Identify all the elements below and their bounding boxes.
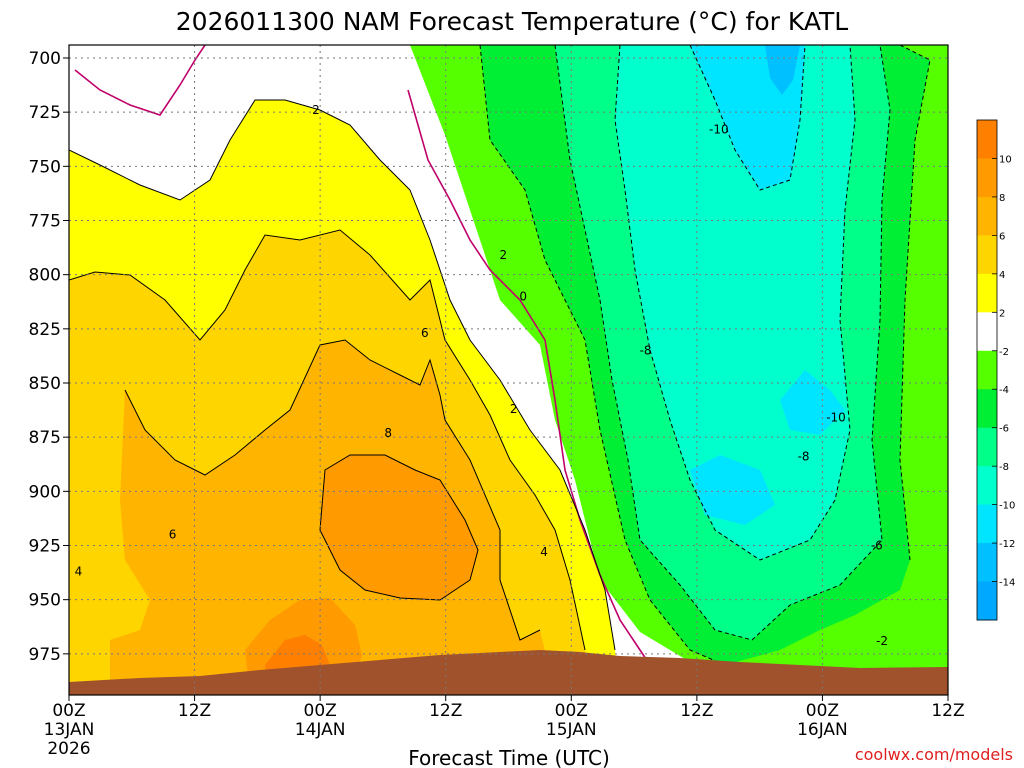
contour-label: -8: [640, 344, 652, 358]
colorbar-label: 4: [999, 270, 1005, 281]
contour-label: 6: [421, 326, 429, 340]
colorbar-label: 8: [999, 193, 1005, 204]
colorbar-label: -14: [999, 578, 1015, 589]
contour-line-8: [319, 454, 479, 601]
y-tick-label: 950: [29, 591, 61, 611]
contour-label: 2: [510, 402, 518, 416]
contour-dashed-minus6: [554, 45, 891, 641]
y-tick-label: 775: [29, 212, 61, 232]
contour-line-4: [69, 229, 586, 651]
y-tick-label: 900: [29, 482, 61, 502]
x-tick-label: 12Z: [429, 701, 462, 721]
colorbar-label: -2: [999, 347, 1009, 358]
terrain-ground: [69, 650, 948, 695]
contour-line-yellow: [69, 99, 616, 651]
x-tick-date: 14JAN: [295, 720, 346, 740]
region-minus8: [615, 45, 855, 560]
colorbar-label: -12: [999, 539, 1015, 550]
y-tick-label: 725: [29, 103, 61, 123]
colorbar-swatch: [977, 273, 997, 313]
y-tick-label: 800: [29, 266, 61, 286]
colorbar-label: -4: [999, 385, 1009, 396]
grid-lines: [69, 45, 948, 695]
colorbar-label: -8: [999, 462, 1009, 473]
colorbar-swatch: [977, 350, 997, 390]
x-tick-date: 16JAN: [797, 720, 848, 740]
x-tick-label: 00Z: [555, 701, 588, 721]
contour-label: 2: [499, 248, 507, 262]
x-tick-label: 00Z: [304, 701, 337, 721]
chart-title: 2026011300 NAM Forecast Temperature (°C)…: [176, 7, 848, 36]
y-tick-label: 925: [29, 537, 61, 557]
contour-label: -2: [876, 634, 888, 648]
colorbar-swatch: [977, 504, 997, 544]
y-tick-label: 975: [29, 645, 61, 665]
x-tick-label: 12Z: [178, 701, 211, 721]
contour-dashed-minus4: [479, 45, 931, 666]
contour-label: 6: [169, 528, 177, 542]
contour-zero-line: [74, 45, 651, 666]
contour-dashed-minus8: [614, 45, 856, 561]
contour-label: 0: [519, 289, 527, 303]
contour-label: 4: [75, 565, 83, 579]
colorbar-frame: [976, 119, 998, 621]
x-tick-label: 12Z: [680, 701, 713, 721]
colorbar-label: 10: [999, 154, 1012, 165]
contour-line-6: [124, 339, 541, 641]
x-tick-date: 13JAN: [44, 720, 95, 740]
colorbar-swatch: [977, 312, 997, 352]
contour-label: -8: [798, 450, 810, 464]
region-minus12: [765, 45, 800, 95]
contour-label: 2: [312, 103, 320, 117]
contour-label: -6: [871, 539, 883, 553]
y-tick-label: 825: [29, 320, 61, 340]
y-axis: 700 725 750 775 800 825 850 875 900 925 950 975: [29, 49, 69, 665]
credit-text: coolwx.com/models: [855, 745, 1013, 764]
colorbar-label: 6: [999, 231, 1005, 242]
region-8-to-10: [320, 455, 478, 600]
plot-area: [69, 45, 948, 695]
region-minus10-lower: [690, 370, 845, 525]
contour-labels: 2 2 0 2 6 8 6 4 4 -10 -8 -10 -8 -6 -2: [75, 103, 888, 648]
x-tick-date: 15JAN: [546, 720, 597, 740]
y-tick-label: 850: [29, 374, 61, 394]
y-tick-label: 875: [29, 428, 61, 448]
y-tick-label: 750: [29, 157, 61, 177]
contour-label: 4: [540, 545, 548, 559]
contour-label: -10: [826, 411, 846, 425]
y-tick-label: 700: [29, 49, 61, 69]
x-tick-label: 00Z: [806, 701, 839, 721]
contour-label: 8: [384, 426, 392, 440]
x-tick-label: 12Z: [931, 701, 964, 721]
colorbar-swatch: [977, 235, 997, 275]
x-axis-label: Forecast Time (UTC): [408, 746, 610, 768]
colorbar-swatch: [977, 120, 997, 159]
plot-frame: [68, 44, 949, 696]
x-tick-label: 00Z: [52, 701, 85, 721]
colorbar-label: -10: [999, 501, 1015, 512]
colorbar-swatch: [977, 158, 997, 198]
colorbar-swatch: [977, 196, 997, 236]
colorbar-swatch: [977, 581, 997, 621]
colorbar-swatch: [977, 543, 997, 583]
colorbar: 10 8 6 4 2 -2 -4 -6 -8 -10 -12 -14: [976, 119, 1015, 621]
colorbar-swatch: [977, 389, 997, 429]
colorbar-label: 2: [999, 308, 1005, 319]
colorbar-swatch: [977, 427, 997, 467]
contour-dashed-minus10: [689, 45, 806, 191]
colorbar-swatch: [977, 466, 997, 506]
contour-label: -10: [709, 123, 729, 137]
x-tick-year: 2026: [47, 739, 90, 759]
colorbar-label: -6: [999, 424, 1009, 435]
